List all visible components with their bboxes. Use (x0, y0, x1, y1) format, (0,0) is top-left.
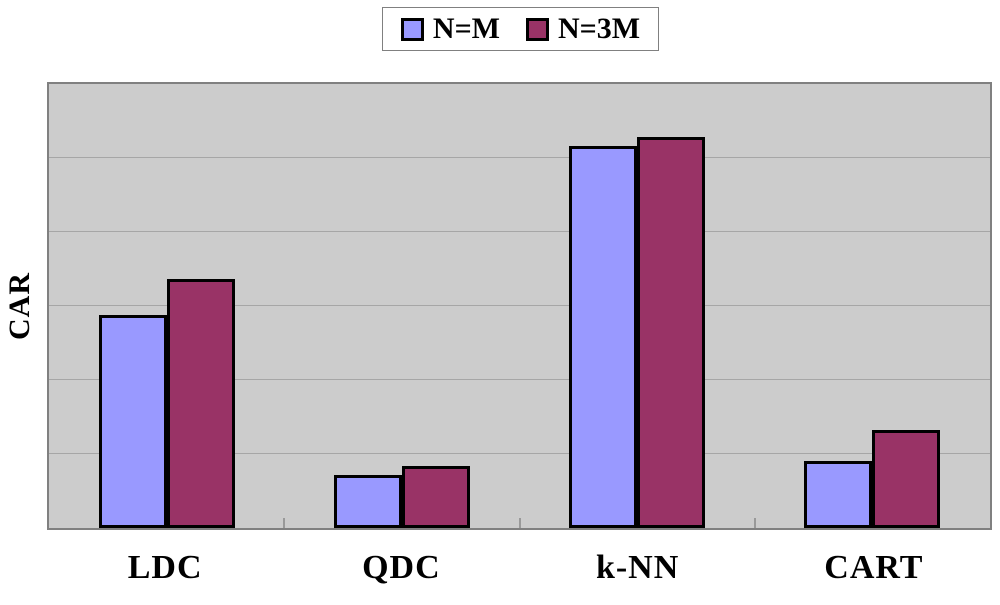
legend-label-n-m: N=M (432, 12, 500, 45)
bar-cart-n-m (804, 461, 873, 528)
bar-group-cart (755, 84, 990, 528)
bar-ldc-n-m (98, 315, 167, 528)
x-axis-labels: LDC QDC k-NN CART (47, 549, 992, 587)
gridline (49, 305, 990, 306)
x-axis-label-cart: CART (824, 549, 924, 586)
legend-box: N=M N=3M (382, 7, 659, 51)
bar-cart-n-3m (872, 430, 941, 528)
gridline (49, 231, 990, 232)
category-axis-tick (519, 518, 521, 528)
legend-label-n-3m: N=3M (558, 12, 641, 45)
x-axis-label-qdc: QDC (362, 549, 441, 586)
y-axis-title-box: CAR (0, 82, 40, 530)
bar-group-qdc (284, 84, 519, 528)
y-axis-title: CAR (3, 272, 36, 340)
bar-group-ldc (49, 84, 284, 528)
bar-ldc-n-3m (166, 279, 235, 528)
bar-qdc-n-3m (401, 466, 470, 528)
legend-entry-n-3m: N=3M (526, 14, 640, 44)
gridline (49, 157, 990, 158)
category-axis-tick (754, 518, 756, 528)
bar-k-nn-n-3m (637, 137, 706, 528)
bar-k-nn-n-m (569, 146, 638, 528)
legend-color-swatch-n-3m (526, 17, 549, 41)
legend-color-swatch-n-m (400, 17, 424, 41)
gridline (49, 379, 990, 380)
bar-qdc-n-m (333, 475, 402, 528)
bar-group-k-nn (520, 84, 755, 528)
x-axis-label-ldc: LDC (127, 549, 203, 586)
category-axis-tick (283, 518, 285, 528)
legend-entry-n-m: N=M (400, 12, 500, 45)
bars-row (49, 84, 990, 528)
x-axis-label-k-nn: k-NN (595, 549, 680, 586)
gridline (49, 453, 990, 454)
plot-area (47, 82, 992, 530)
